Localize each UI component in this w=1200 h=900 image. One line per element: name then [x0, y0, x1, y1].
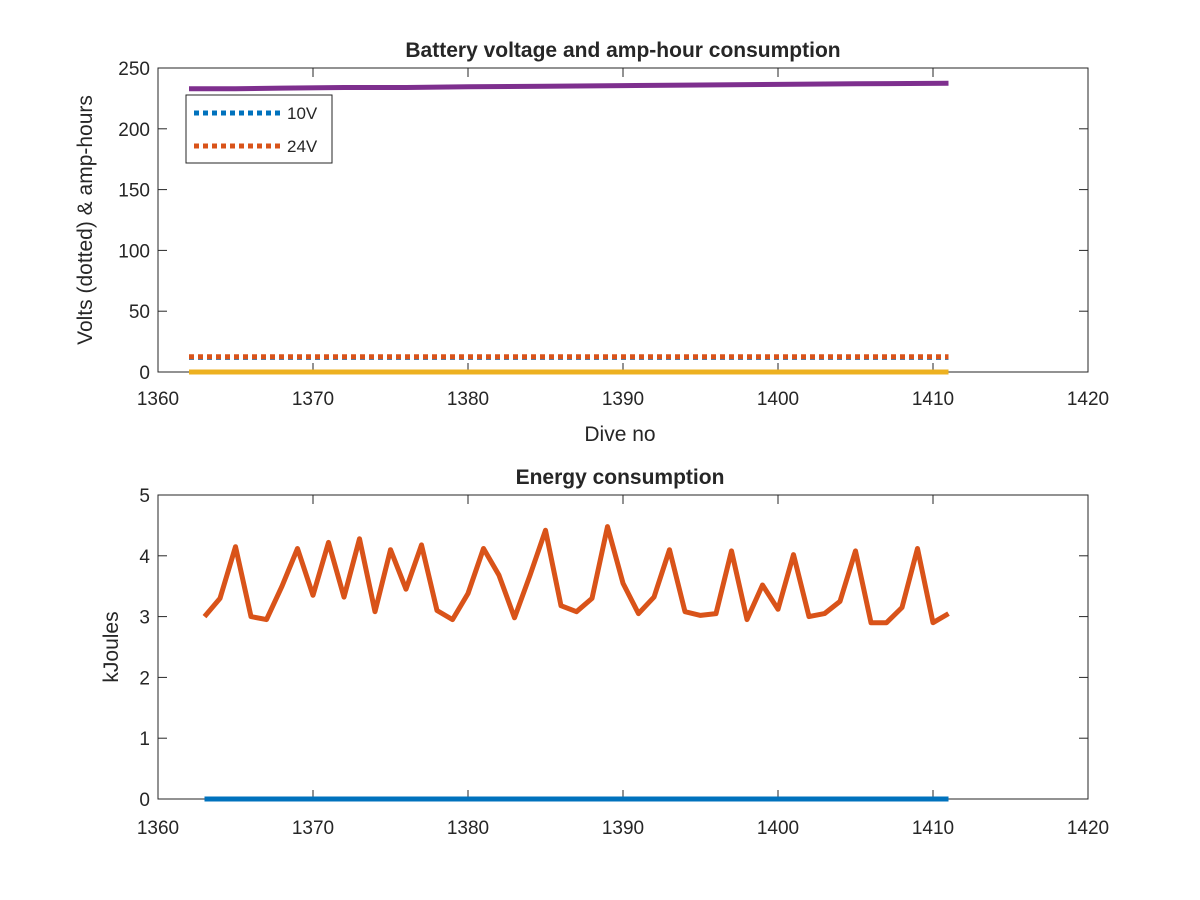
y-tick-label: 2	[139, 668, 150, 689]
y-axis-label: kJoules	[100, 611, 123, 682]
legend-box	[185, 94, 333, 164]
y-tick-label: 1	[139, 729, 150, 750]
series-line-1-1	[202, 524, 950, 626]
x-tick-label: 1370	[292, 389, 334, 410]
y-tick-label: 0	[139, 363, 150, 384]
y-tick-label: 0	[139, 790, 150, 811]
x-tick-label: 1410	[912, 389, 954, 410]
y-tick-label: 50	[129, 302, 150, 323]
x-tick-label: 1400	[757, 389, 799, 410]
series-lines	[202, 524, 950, 802]
voltage-amphour-chart: Battery voltage and amp-hour consumption…	[74, 39, 1109, 446]
chart-title: Energy consumption	[516, 466, 725, 489]
y-tick-label: 250	[118, 59, 150, 80]
x-tick-label: 1420	[1067, 818, 1109, 839]
axis-ticks: 1360 1370 1380 1390 1400 1410 1420 0 1 2 3 4 5	[137, 486, 1109, 839]
x-tick-label: 1390	[602, 389, 644, 410]
x-axis-label: Dive no	[584, 423, 655, 446]
y-tick-label: 3	[139, 608, 150, 629]
legend: 10V 24V	[185, 94, 333, 164]
x-tick-label: 1390	[602, 818, 644, 839]
x-tick-label: 1400	[757, 818, 799, 839]
legend-label-24v: 24V	[287, 137, 318, 156]
chart-title: Battery voltage and amp-hour consumption	[405, 39, 840, 62]
y-tick-label: 5	[139, 486, 150, 507]
y-tick-label: 150	[118, 181, 150, 202]
plot-area	[157, 494, 1089, 800]
x-tick-label: 1380	[447, 389, 489, 410]
series-lines	[189, 80, 949, 375]
y-tick-label: 200	[118, 120, 150, 141]
y-tick-label: 4	[139, 547, 150, 568]
energy-consumption-chart: Energy consumption kJoules 1360 1370 1380 1…	[100, 466, 1109, 839]
x-tick-label: 1380	[447, 818, 489, 839]
legend-label-10v: 10V	[287, 104, 318, 123]
axis-ticks: 1360 1370 1380 1390 1400 1410 1420 0 50 100 150 200…	[118, 59, 1109, 410]
x-tick-label: 1420	[1067, 389, 1109, 410]
x-tick-label: 1360	[137, 818, 179, 839]
y-tick-label: 100	[118, 241, 150, 262]
y-axis-label: Volts (dotted) & amp-hours	[74, 95, 97, 345]
x-tick-label: 1410	[912, 818, 954, 839]
x-tick-label: 1360	[137, 389, 179, 410]
x-tick-label: 1370	[292, 818, 334, 839]
series-line-0-3	[189, 80, 949, 92]
